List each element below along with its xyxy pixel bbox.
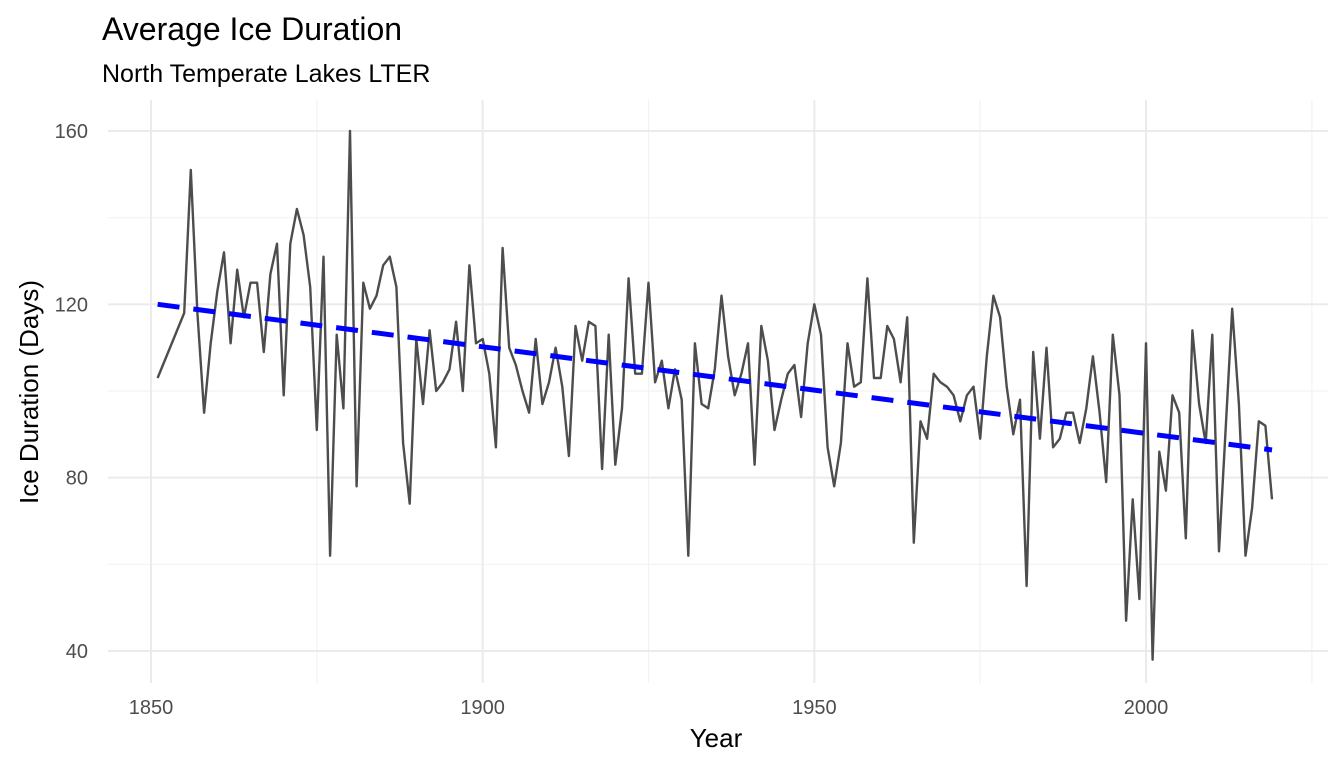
y-tick-label: 160 [55, 121, 88, 143]
x-axis-title: Year [690, 723, 743, 753]
x-tick-label: 1900 [460, 697, 505, 719]
x-tick-label: 1950 [792, 697, 837, 719]
y-axis-title: Ice Duration (Days) [14, 280, 44, 504]
ice-duration-series-line [156, 129, 1274, 661]
y-tick-label: 80 [66, 468, 88, 490]
chart-title: Average Ice Duration [102, 11, 402, 47]
y-tick-label: 40 [66, 641, 88, 663]
y-tick-label: 120 [55, 294, 88, 316]
chart-subtitle: North Temperate Lakes LTER [102, 60, 430, 88]
x-tick-label: 2000 [1124, 697, 1169, 719]
x-tick-label: 1850 [129, 697, 174, 719]
trend-line [157, 301, 1273, 453]
axis-ticks: 1850 1900 1950 2000 40 80 120 160 [55, 121, 1169, 719]
plot-panel [156, 129, 1274, 661]
grid-lines [108, 100, 1328, 683]
